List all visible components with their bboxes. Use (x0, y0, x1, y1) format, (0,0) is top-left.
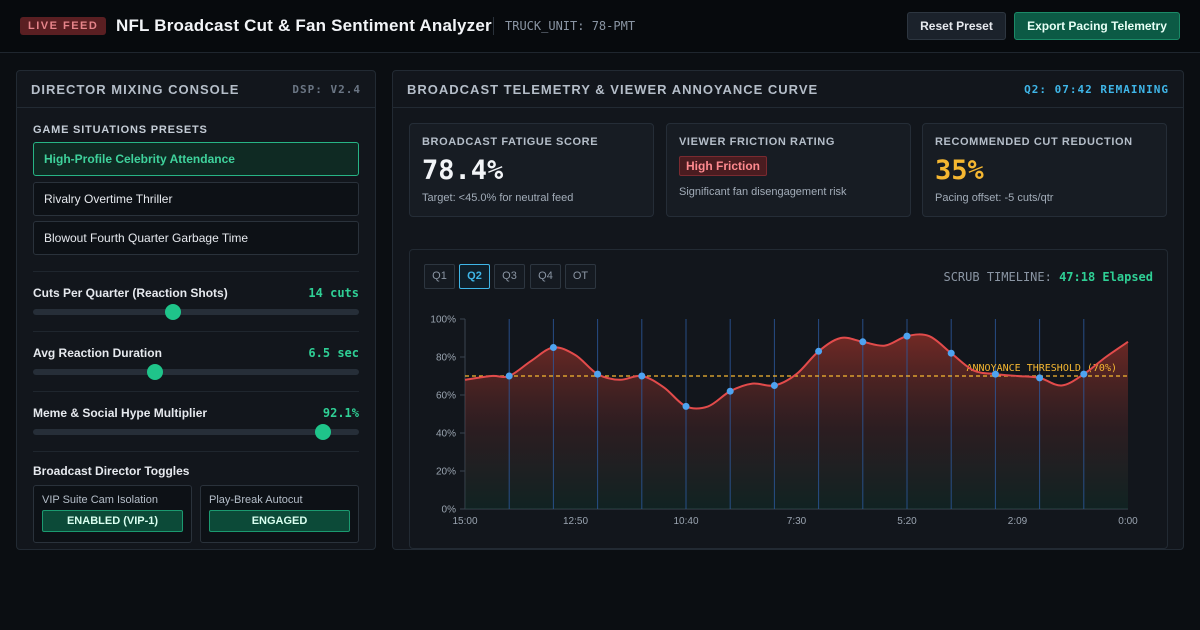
cut-reduction-card: RECOMMENDED CUT REDUCTION 35% Pacing off… (922, 123, 1167, 217)
cut-data-point (903, 332, 911, 340)
y-tick-label: 100% (430, 315, 456, 326)
tab-q3[interactable]: Q3 (494, 264, 525, 289)
telemetry-title: BROADCAST TELEMETRY & VIEWER ANNOYANCE C… (407, 82, 819, 97)
x-tick-label: 12:50 (563, 516, 588, 527)
cut-data-point (815, 347, 823, 355)
y-tick-label: 60% (436, 391, 456, 402)
divider (33, 391, 359, 392)
cuts-per-quarter-value: 14 cuts (308, 286, 359, 300)
cut-data-point (859, 338, 867, 346)
top-bar: LIVE FEED NFL Broadcast Cut & Fan Sentim… (0, 0, 1200, 53)
quarter-clock: Q2: 07:42 REMAINING (1024, 83, 1169, 96)
viewer-friction-card: VIEWER FRICTION RATING High Friction Sig… (666, 123, 911, 217)
viewer-friction-note: Significant fan disengagement risk (679, 186, 847, 198)
divider (33, 451, 359, 452)
vip-suite-cam-label: VIP Suite Cam Isolation (42, 494, 158, 506)
pacing-offset-note: Pacing offset: -5 cuts/qtr (935, 192, 1054, 204)
reset-preset-button[interactable]: Reset Preset (907, 12, 1006, 40)
cut-reduction-value: 35% (935, 155, 984, 186)
live-feed-badge: LIVE FEED (20, 17, 107, 35)
x-tick-label: 7:30 (787, 516, 807, 527)
dsp-version: DSP: V2.4 (292, 83, 361, 96)
vip-suite-cam-toggle-card: VIP Suite Cam Isolation ENABLED (VIP-1) (33, 485, 192, 543)
scrub-timeline[interactable]: SCRUB TIMELINE: 47:18 Elapsed (943, 270, 1153, 284)
tab-q2[interactable]: Q2 (459, 264, 490, 289)
annoyance-threshold-label: ANNOYANCE THRESHOLD (70%) (966, 363, 1117, 374)
cut-data-point (594, 370, 602, 378)
presets-heading: GAME SITUATIONS PRESETS (33, 124, 208, 136)
play-break-autocut-label: Play-Break Autocut (209, 494, 303, 506)
annoyance-curve-card: Q1 Q2 Q3 Q4 OT SCRUB TIMELINE: 47:18 Ela… (409, 249, 1168, 549)
preset-blowout-garbage-time[interactable]: Blowout Fourth Quarter Garbage Time (33, 221, 359, 255)
x-tick-label: 15:00 (452, 516, 477, 527)
cut-data-point (638, 372, 646, 380)
cut-data-point (947, 349, 955, 357)
cuts-per-quarter-label: Cuts Per Quarter (Reaction Shots) (33, 286, 228, 300)
y-tick-label: 40% (436, 429, 456, 440)
annoyance-chart[interactable]: 0% 20% 40% 60% 80% 100% 15:00 12:50 10:40 7:30 5:2… (410, 306, 1167, 531)
x-tick-label: 2:09 (1008, 516, 1028, 527)
hype-multiplier-label: Meme & Social Hype Multiplier (33, 406, 208, 420)
fatigue-score-label: BROADCAST FATIGUE SCORE (422, 136, 599, 148)
x-tick-label: 5:20 (897, 516, 917, 527)
reaction-duration-slider[interactable] (33, 364, 359, 380)
reaction-duration-thumb[interactable] (147, 364, 164, 380)
cut-data-point (682, 402, 690, 410)
play-break-autocut-toggle-card: Play-Break Autocut ENGAGED (200, 485, 359, 543)
fatigue-score-target: Target: <45.0% for neutral feed (422, 192, 574, 204)
tab-q1[interactable]: Q1 (424, 264, 455, 289)
director-mixing-console: DIRECTOR MIXING CONSOLE DSP: V2.4 GAME S… (16, 70, 376, 550)
annoyance-area (465, 334, 1128, 509)
export-pacing-telemetry-button[interactable]: Export Pacing Telemetry (1014, 12, 1180, 40)
cut-data-point (1080, 370, 1088, 378)
broadcast-telemetry-panel: BROADCAST TELEMETRY & VIEWER ANNOYANCE C… (392, 70, 1184, 550)
truck-unit-label: TRUCK_UNIT: 78-PMT (493, 17, 635, 35)
viewer-friction-label: VIEWER FRICTION RATING (679, 136, 835, 148)
divider (33, 331, 359, 332)
scrub-timeline-label: SCRUB TIMELINE: (943, 270, 1052, 284)
telemetry-header: BROADCAST TELEMETRY & VIEWER ANNOYANCE C… (393, 71, 1183, 108)
reaction-duration-value: 6.5 sec (308, 346, 359, 360)
reaction-duration-label: Avg Reaction Duration (33, 346, 162, 360)
y-tick-label: 0% (442, 505, 457, 516)
cut-reduction-label: RECOMMENDED CUT REDUCTION (935, 136, 1133, 148)
cut-data-point (1036, 374, 1044, 382)
console-header: DIRECTOR MIXING CONSOLE DSP: V2.4 (17, 71, 375, 108)
x-tick-label: 10:40 (673, 516, 698, 527)
preset-rivalry-overtime[interactable]: Rivalry Overtime Thriller (33, 182, 359, 216)
divider (33, 271, 359, 272)
cut-data-point (991, 370, 999, 378)
hype-multiplier-value: 92.1% (322, 406, 359, 420)
y-tick-label: 80% (436, 353, 456, 364)
console-title: DIRECTOR MIXING CONSOLE (31, 82, 240, 97)
cut-data-point (505, 372, 513, 380)
vip-suite-cam-toggle[interactable]: ENABLED (VIP-1) (42, 510, 183, 532)
director-toggles-heading: Broadcast Director Toggles (33, 464, 190, 478)
y-tick-label: 20% (436, 467, 456, 478)
cuts-per-quarter-thumb[interactable] (165, 304, 182, 320)
hype-multiplier-slider[interactable] (33, 424, 359, 440)
cut-data-point (770, 382, 778, 389)
cut-data-point (549, 344, 557, 351)
preset-celebrity-attendance[interactable]: High-Profile Celebrity Attendance (33, 142, 359, 176)
friction-status-badge: High Friction (679, 156, 767, 176)
scrub-elapsed-value: 47:18 Elapsed (1059, 270, 1153, 284)
app-title: NFL Broadcast Cut & Fan Sentiment Analyz… (116, 16, 492, 35)
fatigue-score-value: 78.4% (422, 155, 504, 186)
cuts-per-quarter-slider[interactable] (33, 304, 359, 320)
annoyance-curve-line (464, 333, 1129, 410)
cut-data-point (726, 387, 734, 395)
play-break-autocut-toggle[interactable]: ENGAGED (209, 510, 350, 532)
tab-ot[interactable]: OT (565, 264, 596, 289)
x-tick-label: 0:00 (1118, 516, 1138, 527)
tab-q4[interactable]: Q4 (530, 264, 561, 289)
hype-multiplier-thumb[interactable] (315, 424, 332, 440)
fatigue-score-card: BROADCAST FATIGUE SCORE 78.4% Target: <4… (409, 123, 654, 217)
